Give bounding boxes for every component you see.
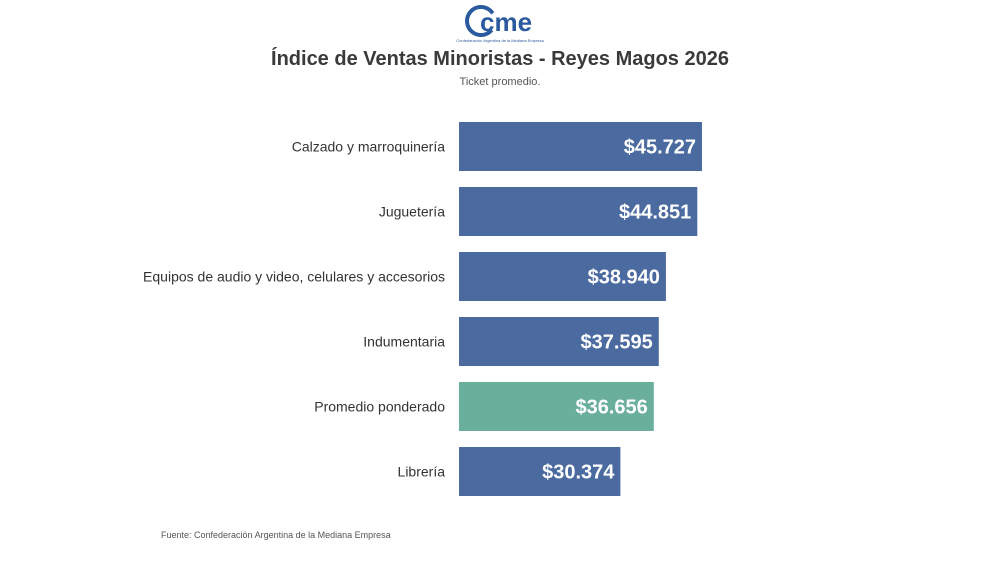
bar-equipos-de-audio-y-video-celulares-y-accesorios bbox=[459, 252, 666, 301]
category-label-libreria: Librería bbox=[398, 464, 446, 480]
value-label-indumentaria: $37.595 bbox=[581, 332, 653, 354]
chart-subtitle: Ticket promedio. bbox=[459, 76, 541, 88]
category-label-promedio-ponderado: Promedio ponderado bbox=[314, 399, 445, 415]
value-label-jugueteria: $44.851 bbox=[619, 202, 691, 224]
chart-title: Índice de Ventas Minoristas - Reyes Mago… bbox=[271, 48, 729, 70]
value-label-equipos-de-audio-y-video-celulares-y-accesorios: $38.940 bbox=[588, 267, 660, 289]
category-label-jugueteria: Juguetería bbox=[379, 204, 445, 220]
bar-calzado-y-marroquineria bbox=[459, 122, 702, 171]
bar-libreria bbox=[459, 447, 621, 496]
source-note: Fuente: Confederación Argentina de la Me… bbox=[161, 530, 391, 540]
value-label-libreria: $30.374 bbox=[542, 462, 615, 484]
value-label-calzado-y-marroquineria: $45.727 bbox=[624, 137, 696, 159]
category-label-equipos-de-audio-y-video-celulares-y-accesorios: Equipos de audio y video, celulares y ac… bbox=[143, 269, 445, 285]
logo-caption: Confederación Argentina de la Mediana Em… bbox=[456, 38, 544, 43]
logo-text: cme bbox=[480, 7, 532, 37]
came-logo: cme Confederación Argentina de la Median… bbox=[450, 4, 550, 46]
category-label-calzado-y-marroquineria: Calzado y marroquinería bbox=[292, 139, 446, 155]
bar-indumentaria bbox=[459, 317, 659, 366]
value-label-promedio-ponderado: $36.656 bbox=[576, 397, 648, 419]
bar-jugueteria bbox=[459, 187, 698, 236]
category-label-indumentaria: Indumentaria bbox=[363, 334, 445, 350]
bar-promedio-ponderado bbox=[459, 382, 654, 431]
